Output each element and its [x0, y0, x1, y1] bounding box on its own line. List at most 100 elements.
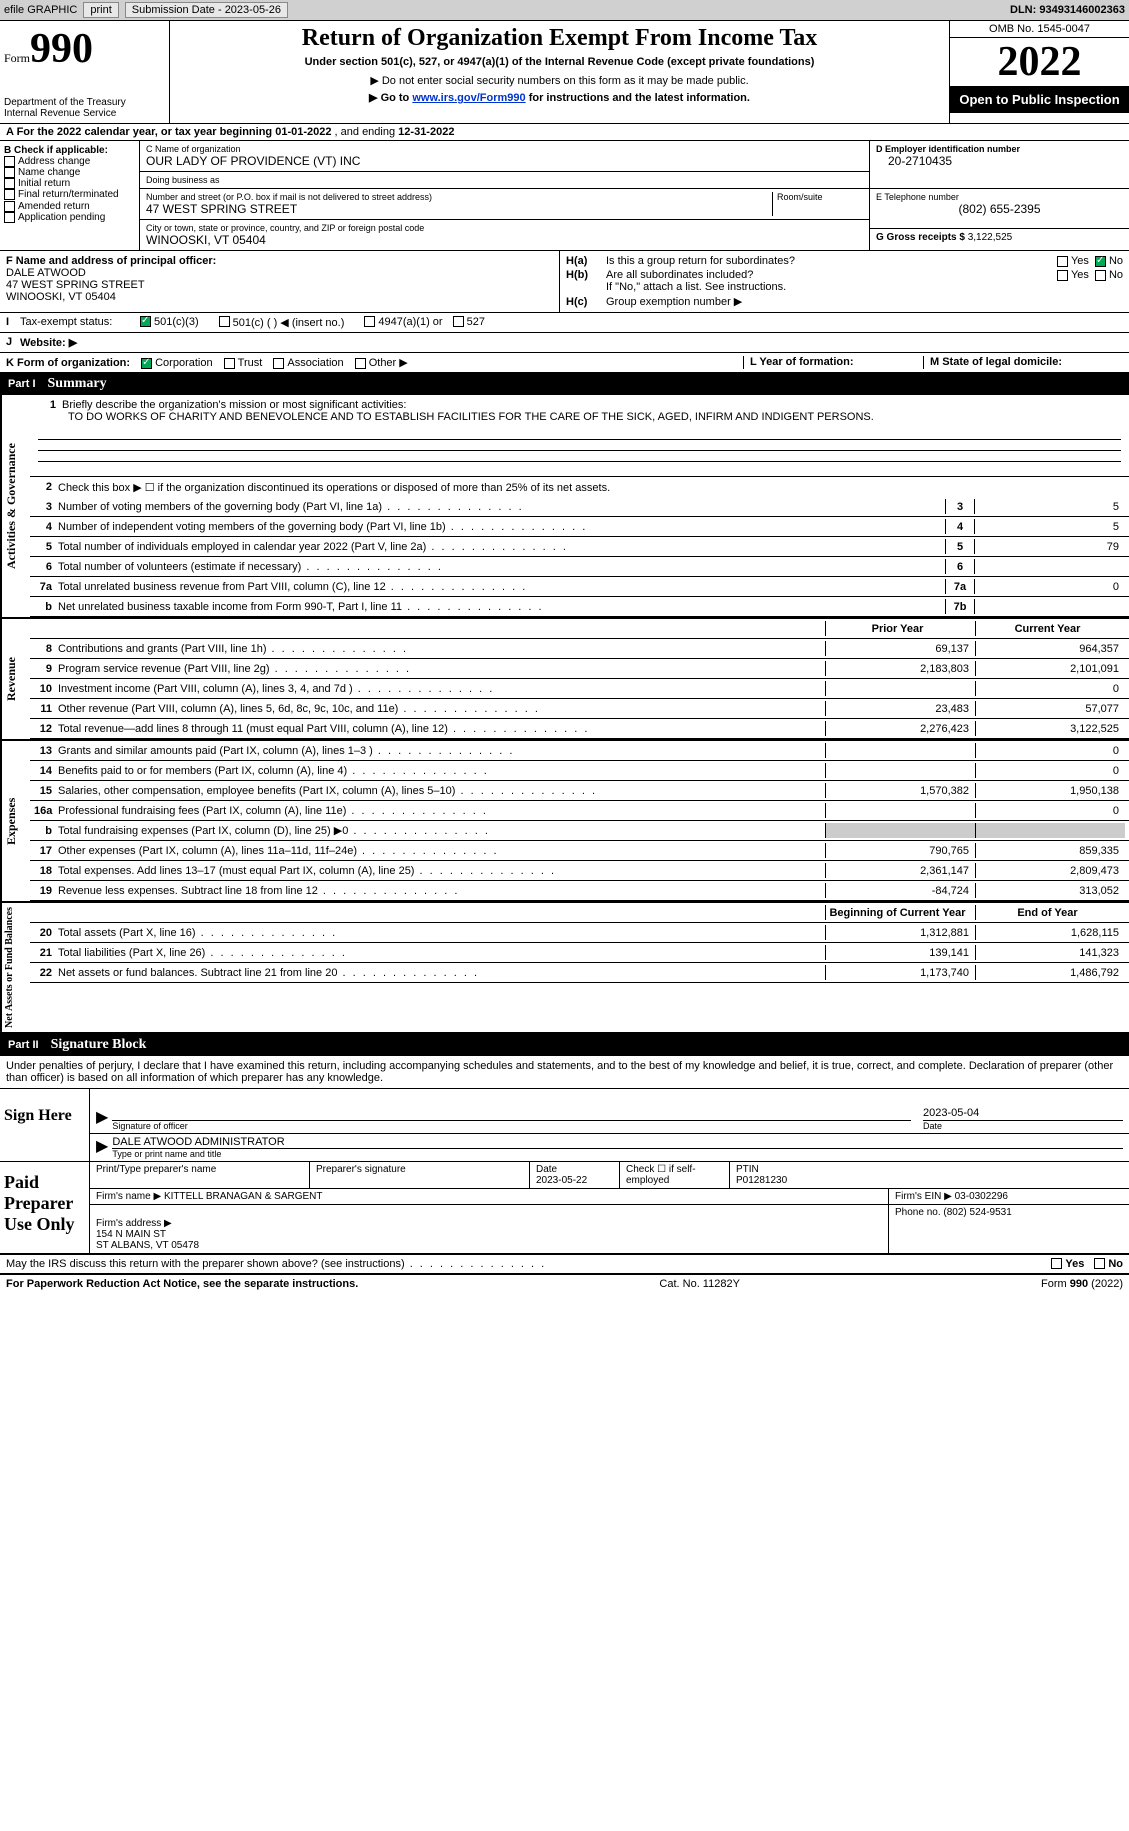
table-row: 16aProfessional fundraising fees (Part I…: [30, 801, 1129, 821]
firm-ein-label: Firm's EIN ▶: [895, 1191, 952, 1202]
page-footer: For Paperwork Reduction Act Notice, see …: [0, 1273, 1129, 1293]
line2-text: Check this box ▶ ☐ if the organization d…: [58, 481, 1125, 494]
current-year-header: Current Year: [975, 621, 1125, 636]
officer-name: DALE ATWOOD ADMINISTRATOR: [112, 1136, 1123, 1149]
mission-text: TO DO WORKS OF CHARITY AND BENEVOLENCE A…: [38, 411, 1121, 440]
opt-4947: 4947(a)(1) or: [378, 316, 442, 329]
net-assets-section: Net Assets or Fund Balances Beginning of…: [0, 903, 1129, 1034]
chk-amended-return[interactable]: [4, 201, 15, 212]
ha-label: H(a): [566, 255, 606, 267]
chk-address-change[interactable]: [4, 156, 15, 167]
footer-mid: Cat. No. 11282Y: [659, 1278, 740, 1290]
chk-501c[interactable]: [219, 316, 230, 327]
chk-final-return[interactable]: [4, 189, 15, 200]
form-number: 990: [30, 26, 93, 72]
table-row: 10Investment income (Part VIII, column (…: [30, 679, 1129, 699]
chk-ha-no[interactable]: [1095, 256, 1106, 267]
note-goto: ▶ Go to: [369, 92, 409, 104]
table-row: 4Number of independent voting members of…: [30, 517, 1129, 537]
table-row: bNet unrelated business taxable income f…: [30, 597, 1129, 617]
chk-hb-no[interactable]: [1095, 270, 1106, 281]
hc-text: Group exemption number ▶: [606, 295, 742, 308]
tax-year: 2022: [950, 38, 1129, 86]
firm-phone-label: Phone no.: [895, 1207, 941, 1218]
officer-label: F Name and address of principal officer:: [6, 255, 216, 267]
state-domicile-label: M State of legal domicile:: [930, 356, 1062, 368]
chk-hb-yes[interactable]: [1057, 270, 1068, 281]
chk-trust[interactable]: [224, 358, 235, 369]
arrow-icon: ▶: [96, 1136, 108, 1159]
ein-value: 20-2710435: [876, 154, 1123, 168]
note-ssn: ▶ Do not enter social security numbers o…: [174, 74, 945, 87]
table-row: 21Total liabilities (Part X, line 26)139…: [30, 943, 1129, 963]
row-a-mid: , and ending: [335, 126, 396, 138]
declaration-text: Under penalties of perjury, I declare th…: [0, 1056, 1129, 1089]
org-name: OUR LADY OF PROVIDENCE (VT) INC: [146, 154, 863, 168]
part1-num: Part I: [8, 378, 36, 390]
row-a: A For the 2022 calendar year, or tax yea…: [0, 124, 1129, 141]
room-label: Room/suite: [777, 192, 863, 202]
row-j-label: J: [6, 336, 20, 349]
ha-yes: Yes: [1071, 255, 1089, 267]
tax-exempt-label: Tax-exempt status:: [20, 316, 140, 329]
topbar: efile GRAPHIC print Submission Date - 20…: [0, 0, 1129, 21]
chk-association[interactable]: [273, 358, 284, 369]
activities-section: Activities & Governance 1 Briefly descri…: [0, 395, 1129, 619]
prior-year-header: Prior Year: [825, 621, 975, 636]
irs-link[interactable]: www.irs.gov/Form990: [412, 92, 525, 104]
paid-preparer-label: Paid Preparer Use Only: [0, 1162, 90, 1253]
opt-trust: Trust: [238, 357, 263, 369]
opt-address-change: Address change: [18, 156, 90, 167]
begin-year-header: Beginning of Current Year: [825, 905, 975, 920]
org-name-label: C Name of organization: [146, 144, 863, 154]
side-net: Net Assets or Fund Balances: [0, 903, 30, 1032]
opt-501c: 501(c) ( ) ◀ (insert no.): [233, 316, 345, 329]
hb-note: If "No," attach a list. See instructions…: [566, 281, 1123, 293]
chk-527[interactable]: [453, 316, 464, 327]
chk-initial-return[interactable]: [4, 178, 15, 189]
table-row: 19Revenue less expenses. Subtract line 1…: [30, 881, 1129, 901]
opt-amended-return: Amended return: [18, 201, 90, 212]
chk-corporation[interactable]: [141, 358, 152, 369]
row-klm: K Form of organization: Corporation Trus…: [0, 353, 1129, 373]
hb-yes: Yes: [1071, 269, 1089, 281]
table-row: 5Total number of individuals employed in…: [30, 537, 1129, 557]
chk-other[interactable]: [355, 358, 366, 369]
side-activities: Activities & Governance: [0, 395, 30, 617]
part2-num: Part II: [8, 1039, 39, 1051]
chk-501c3[interactable]: [140, 316, 151, 327]
opt-name-change: Name change: [18, 167, 80, 178]
print-button[interactable]: print: [83, 2, 118, 18]
row-i-label: I: [6, 316, 20, 329]
line2-num: 2: [34, 481, 58, 493]
sig-officer-label: Signature of officer: [112, 1121, 911, 1131]
section-bcd: B Check if applicable: Address change Na…: [0, 141, 1129, 251]
discuss-no: No: [1108, 1258, 1123, 1270]
form-title: Return of Organization Exempt From Incom…: [174, 25, 945, 52]
opt-corporation: Corporation: [155, 357, 212, 369]
chk-application-pending[interactable]: [4, 212, 15, 223]
chk-discuss-no[interactable]: [1094, 1258, 1105, 1269]
chk-ha-yes[interactable]: [1057, 256, 1068, 267]
chk-discuss-yes[interactable]: [1051, 1258, 1062, 1269]
firm-name-label: Firm's name ▶: [96, 1191, 161, 1202]
part1-header: Part I Summary: [0, 373, 1129, 395]
table-row: 15Salaries, other compensation, employee…: [30, 781, 1129, 801]
officer-name-label: Type or print name and title: [112, 1149, 1123, 1159]
ha-text: Is this a group return for subordinates?: [606, 255, 1057, 267]
sig-date-label: Date: [923, 1121, 1123, 1131]
part2-header: Part II Signature Block: [0, 1034, 1129, 1056]
part2-title: Signature Block: [51, 1037, 147, 1053]
table-row: 18Total expenses. Add lines 13–17 (must …: [30, 861, 1129, 881]
chk-name-change[interactable]: [4, 167, 15, 178]
table-row: 12Total revenue—add lines 8 through 11 (…: [30, 719, 1129, 739]
opt-application-pending: Application pending: [18, 212, 105, 223]
table-row: 6Total number of volunteers (estimate if…: [30, 557, 1129, 577]
discuss-yes: Yes: [1065, 1258, 1084, 1270]
note-goto-tail: for instructions and the latest informat…: [529, 92, 750, 104]
chk-4947[interactable]: [364, 316, 375, 327]
tax-year-end: 12-31-2022: [398, 126, 454, 138]
hc-label: H(c): [566, 296, 606, 308]
row-i: I Tax-exempt status: 501(c)(3) 501(c) ( …: [0, 313, 1129, 333]
city-label: City or town, state or province, country…: [146, 223, 863, 233]
